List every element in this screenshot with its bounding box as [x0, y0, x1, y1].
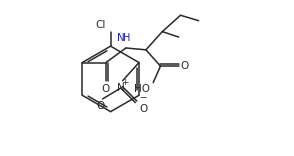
Text: H: H	[123, 33, 131, 43]
Text: O: O	[102, 84, 110, 94]
Text: O: O	[181, 61, 189, 71]
Text: HO: HO	[133, 84, 150, 94]
Text: Cl: Cl	[96, 20, 106, 30]
Text: +: +	[121, 78, 128, 87]
Text: O: O	[139, 104, 147, 114]
Text: N: N	[117, 83, 125, 93]
Text: −: −	[139, 93, 146, 102]
Text: O: O	[97, 101, 105, 111]
Text: N: N	[117, 33, 125, 43]
